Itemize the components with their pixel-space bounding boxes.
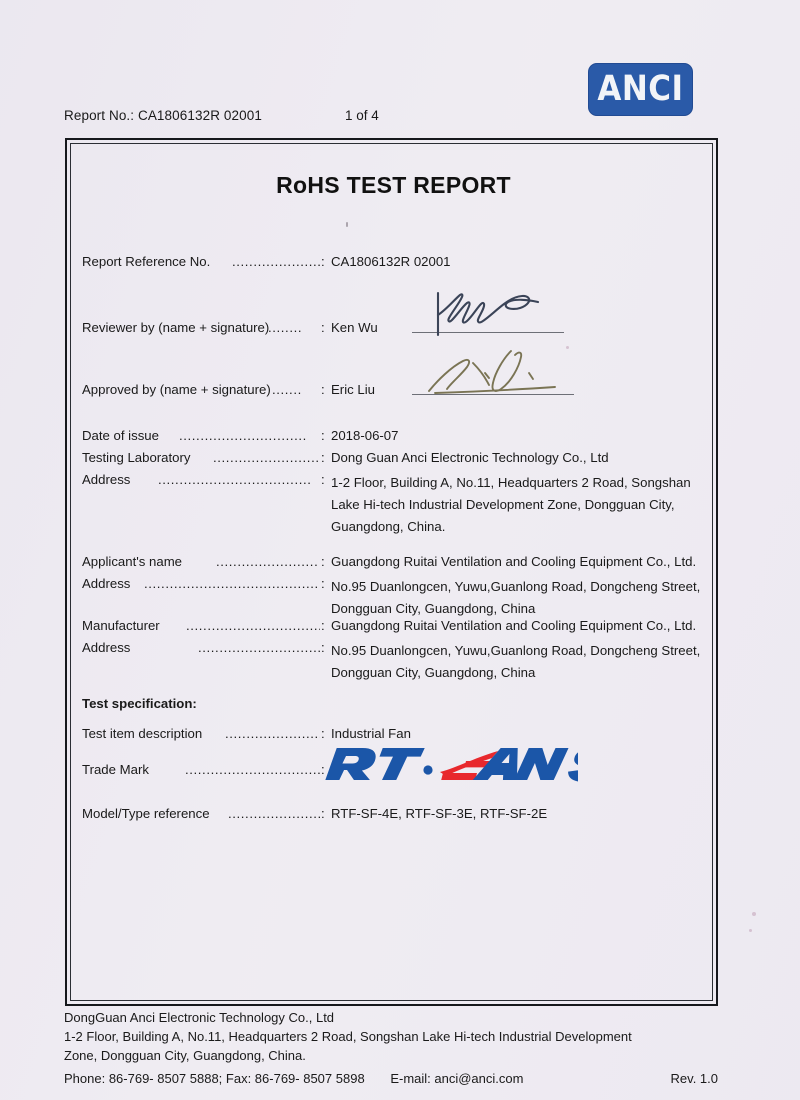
field-label: Test item description	[82, 726, 203, 741]
leader-dots: .......................	[228, 806, 320, 821]
leader-dots: ........	[268, 320, 303, 335]
leader-dots: ........................................…	[144, 576, 320, 591]
field-value: Dong Guan Anci Electronic Technology Co.…	[331, 450, 609, 465]
document-footer: DongGuan Anci Electronic Technology Co.,…	[64, 1008, 724, 1088]
report-content: RoHS TEST REPORT Report Reference No. ..…	[67, 140, 720, 1008]
field-colon: :	[321, 320, 325, 335]
scan-speck	[752, 912, 756, 916]
footer-phone: Phone: 86-769- 8507 5888; Fax: 86-769- 8…	[64, 1071, 365, 1086]
field-value: No.95 Duanlongcen, Yuwu,Guanlong Road, D…	[331, 643, 701, 680]
leader-dots: .....................	[232, 254, 320, 269]
field-colon: :	[321, 762, 325, 777]
field-colon: :	[321, 554, 325, 569]
field-colon: :	[321, 254, 325, 269]
field-colon: :	[321, 618, 325, 633]
footer-email: E-mail: anci@anci.com	[390, 1071, 524, 1086]
field-value: 1-2 Floor, Building A, No.11, Headquarte…	[331, 475, 691, 534]
footer-contact-row: Phone: 86-769- 8507 5888; Fax: 86-769- 8…	[64, 1069, 724, 1088]
field-value: Eric Liu	[331, 382, 375, 397]
footer-address-line-1: 1-2 Floor, Building A, No.11, Headquarte…	[64, 1029, 632, 1044]
field-value: CA1806132R 02001	[331, 254, 451, 269]
rt-fans-trademark-logo: .rtf-blue { fill: #1b56a8; } .rtf-red { …	[325, 748, 578, 782]
report-frame: RoHS TEST REPORT Report Reference No. ..…	[65, 138, 718, 1006]
report-number: Report No.: CA1806132R 02001	[64, 108, 262, 123]
leader-dots: ................................	[185, 762, 320, 777]
approved-signature-line	[412, 394, 574, 395]
page-counter: 1 of 4	[345, 108, 379, 123]
field-label: Address	[82, 576, 131, 591]
field-value: Guangdong Ruitai Ventilation and Cooling…	[331, 554, 697, 569]
field-label: Applicant's name	[82, 554, 183, 569]
field-colon: :	[321, 450, 325, 465]
field-value: 2018-06-07	[331, 428, 399, 443]
test-specification-heading: Test specification:	[82, 696, 197, 711]
field-colon: :	[321, 576, 325, 591]
page-title: RoHS TEST REPORT	[276, 172, 511, 198]
field-value: RTF-SF-4E, RTF-SF-3E, RTF-SF-2E	[331, 806, 548, 821]
field-colon: :	[321, 726, 325, 741]
field-colon: :	[321, 472, 325, 487]
leader-dots: ...............................	[198, 640, 320, 655]
reviewer-signature-line	[412, 332, 564, 333]
field-label: Manufacturer	[82, 618, 160, 633]
footer-address-line-2: Zone, Dongguan City, Guangdong, China.	[64, 1048, 306, 1063]
scan-speck	[749, 929, 752, 932]
field-label: Address	[82, 640, 131, 655]
field-label: Report Reference No.	[82, 254, 211, 269]
leader-dots: .........................	[213, 450, 320, 465]
leader-dots: ....................................	[158, 472, 312, 487]
field-value: Ken Wu	[331, 320, 378, 335]
leader-dots: ....................................	[186, 618, 320, 633]
anci-logo-text: ANCI	[597, 68, 684, 110]
field-label: Trade Mark	[82, 762, 149, 777]
field-colon: :	[321, 640, 325, 655]
field-colon: :	[321, 382, 325, 397]
field-label: Testing Laboratory	[82, 450, 191, 465]
leader-dots: .......	[272, 382, 302, 397]
field-colon: :	[321, 428, 325, 443]
field-label: Address	[82, 472, 131, 487]
document-header: Report No.: CA1806132R 02001 1 of 4 ANCI	[0, 0, 800, 138]
field-label: Model/Type reference	[82, 806, 210, 821]
leader-dots: ........................	[216, 554, 319, 569]
reviewer-signature-mark	[436, 291, 540, 337]
field-value: Industrial Fan	[331, 726, 411, 741]
field-value: Guangdong Ruitai Ventilation and Cooling…	[331, 618, 697, 633]
field-label: Reviewer by (name + signature)	[82, 320, 270, 335]
field-value: No.95 Duanlongcen, Yuwu,Guanlong Road, D…	[331, 579, 701, 616]
approved-signature-mark	[428, 350, 556, 394]
footer-company: DongGuan Anci Electronic Technology Co.,…	[64, 1010, 335, 1025]
anci-logo: ANCI	[588, 63, 693, 116]
field-colon: :	[321, 806, 325, 821]
footer-revision: Rev. 1.0	[670, 1071, 718, 1086]
report-frame-inner-border	[70, 143, 713, 1001]
field-label: Approved by (name + signature)	[82, 382, 271, 397]
leader-dots: ..............................	[179, 428, 307, 443]
leader-dots: .......................	[225, 726, 320, 741]
field-label: Date of issue	[82, 428, 159, 443]
